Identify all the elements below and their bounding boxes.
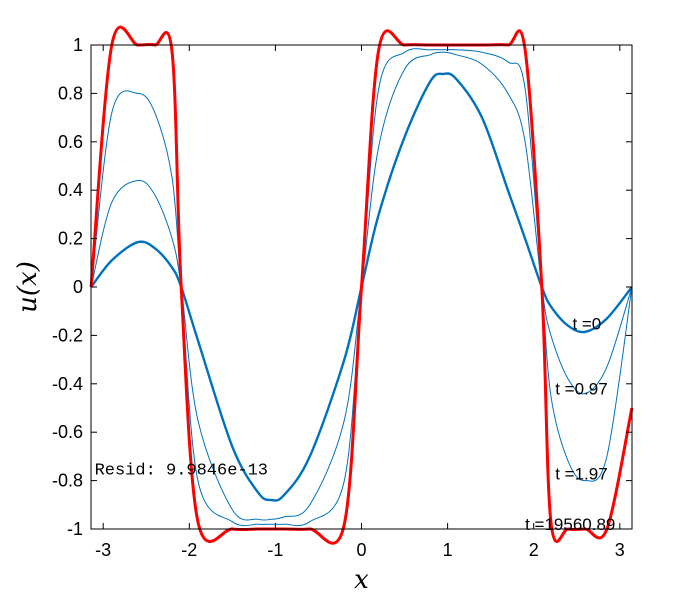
time-annotation: t =0.97 bbox=[555, 380, 607, 399]
x-tick-label: 2 bbox=[529, 540, 539, 560]
x-tick-label: -2 bbox=[181, 540, 197, 560]
y-tick-label: 0.2 bbox=[58, 229, 83, 249]
x-tick-label: -1 bbox=[267, 540, 283, 560]
series-line-3 bbox=[89, 25, 634, 545]
x-tick-label: 1 bbox=[443, 540, 453, 560]
y-tick-label: -1 bbox=[67, 519, 83, 539]
x-tick-label: -3 bbox=[95, 540, 111, 560]
y-tick-label: -0.2 bbox=[52, 325, 83, 345]
y-tick-label: 0.4 bbox=[58, 180, 83, 200]
x-axis-label: x bbox=[354, 565, 369, 595]
curves-layer bbox=[89, 25, 634, 545]
y-tick-label: 0.6 bbox=[58, 132, 83, 152]
y-tick-label: -0.6 bbox=[52, 422, 83, 442]
time-annotation: t =19560.89 bbox=[525, 515, 615, 534]
y-tick-label: 1 bbox=[73, 35, 83, 55]
y-tick-label: 0 bbox=[73, 277, 83, 297]
residual-annotation: Resid: 9.9846e-13 bbox=[95, 462, 268, 481]
time-annotation: t =0 bbox=[572, 314, 601, 333]
x-tick-label: 3 bbox=[615, 540, 625, 560]
y-tick-label: 0.8 bbox=[58, 83, 83, 103]
annotations-layer: t =0 t =0.97 t =1.97 t =19560.89 Resid: 9.98… bbox=[95, 314, 616, 534]
y-tick-label: -0.8 bbox=[52, 471, 83, 491]
y-axis-ticks: 1 0.8 0.6 0.4 0.2 0 -0.2 -0.4 -0.6 -0.8 -1 bbox=[52, 35, 632, 539]
x-tick-label: 0 bbox=[356, 540, 366, 560]
series-line-0 bbox=[90, 72, 633, 502]
y-axis-label: u(x) bbox=[13, 261, 43, 313]
x-axis-ticks: -3 -2 -1 0 1 2 3 bbox=[95, 45, 625, 560]
time-annotation: t =1.97 bbox=[555, 464, 607, 483]
y-tick-label: -0.4 bbox=[52, 374, 83, 394]
